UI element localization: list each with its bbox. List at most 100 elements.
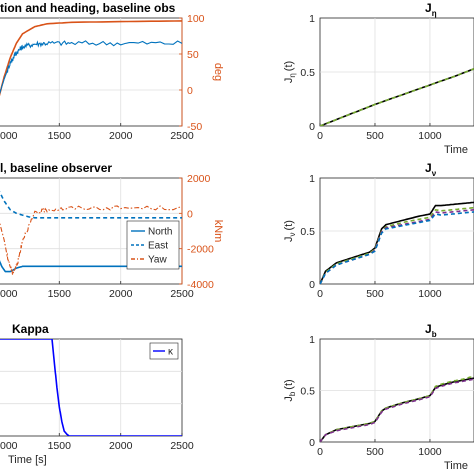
chart-title: Jb — [425, 322, 437, 339]
legend: κ — [149, 342, 179, 360]
series-line-1 — [0, 40, 182, 95]
series-line-1 — [320, 375, 474, 442]
chart-title-main: J — [425, 161, 432, 175]
x-axis-label: Time — [444, 460, 468, 472]
series-line-1 — [320, 68, 474, 126]
x-tick-label: 0 — [317, 288, 323, 300]
chart-title-subscript: η — [432, 9, 437, 18]
y-tick-label: 0.5 — [300, 67, 315, 79]
x-tick-label: 000 — [0, 288, 18, 300]
series-line-0 — [320, 201, 474, 284]
x-tick-label: 500 — [366, 288, 384, 300]
y-axis-label-main: J — [283, 236, 295, 242]
legend-label-north: North — [148, 227, 172, 238]
legend-label-kappa: κ — [168, 347, 174, 358]
series-line-2 — [320, 378, 474, 442]
y-tick-label: 0.5 — [300, 226, 315, 238]
x-tick-label: 1000 — [418, 446, 442, 458]
chart-title-main: J — [425, 322, 432, 336]
chart-title: Jν — [425, 161, 437, 178]
y-tick-label: 0 — [309, 121, 315, 133]
y-right-tick-label: 2000 — [187, 173, 211, 185]
y-axis-label-main: J — [283, 396, 295, 402]
chart-title: tion and heading, baseline obs — [0, 1, 176, 15]
chart-title: Kappa — [12, 322, 49, 336]
x-tick-label: 2000 — [109, 130, 133, 142]
x-tick-label: 2500 — [170, 440, 194, 452]
y-right-tick-label: -4000 — [187, 279, 214, 291]
chart-title-subscript: b — [432, 330, 437, 339]
x-tick-label: 2000 — [109, 440, 133, 452]
series-group — [320, 375, 474, 442]
series-group — [320, 68, 474, 126]
x-axis-label: Time [s] — [8, 454, 47, 466]
x-tick-label: 0 — [317, 446, 323, 458]
x-tick-label: 1500 — [48, 130, 72, 142]
series-group — [0, 20, 182, 97]
legend-box — [126, 220, 180, 270]
chart-title: l, baseline observer — [0, 161, 112, 175]
y-axis-label-subscript: b — [288, 391, 297, 396]
chart-position_heading: 000 1500 2000 2500 100 50 0 -50 deg tion and head… — [0, 1, 224, 142]
y-right-tick-label: 50 — [187, 49, 199, 61]
x-tick-label: 000 — [0, 130, 18, 142]
y-right-axis-label: deg — [212, 63, 224, 81]
series-line-3 — [320, 211, 474, 284]
y-right-tick-label: 100 — [187, 13, 205, 25]
x-tick-label: 1500 — [48, 288, 72, 300]
y-axis-label-tail: (t) — [283, 61, 295, 71]
chart-title-main: J — [425, 1, 432, 15]
series-group — [0, 339, 182, 436]
x-axis-label: Time — [444, 144, 468, 156]
y-axis-label: Jb (t) — [283, 379, 297, 401]
y-axis-label-tail: (t) — [283, 220, 295, 230]
x-tick-label: 0 — [317, 130, 323, 142]
series-line-2 — [320, 209, 474, 284]
series-line-0 — [0, 20, 182, 97]
y-axis-label-subscript: η — [288, 73, 297, 77]
y-right-axis-label: kNm — [212, 220, 224, 243]
series-line-yaw — [0, 205, 182, 277]
series-line-κ — [0, 339, 182, 436]
x-tick-label: 2500 — [170, 130, 194, 142]
legend: North East Yaw — [126, 220, 180, 270]
y-tick-label: 0 — [309, 279, 315, 291]
y-tick-label: 0 — [309, 437, 315, 449]
chart-baseline_observer: 000 1500 2000 2500 2000 0 -2000 -4000 kNm l, base… — [0, 161, 224, 300]
y-tick-label: 0.5 — [300, 386, 315, 398]
y-right-tick-label: 0 — [187, 85, 193, 97]
x-tick-label: 1500 — [48, 440, 72, 452]
series-group — [0, 190, 182, 277]
series-group — [320, 201, 474, 284]
x-tick-label: 500 — [366, 130, 384, 142]
y-tick-label: 1 — [309, 334, 315, 346]
y-axis-label-main: J — [283, 78, 295, 84]
y-axis-label: Jη (t) — [283, 61, 297, 83]
x-tick-label: 1000 — [418, 288, 442, 300]
y-axis-label: Jν (t) — [283, 220, 297, 242]
x-tick-label: 500 — [366, 446, 384, 458]
chart-kappa: 000 1500 2000 2500 Kappa Time [s] κ — [0, 322, 194, 466]
chart-title-subscript: ν — [432, 169, 437, 178]
y-right-tick-label: -2000 — [187, 244, 214, 256]
series-line-east — [0, 190, 182, 219]
x-tick-label: 2000 — [109, 288, 133, 300]
legend-label-yaw: Yaw — [148, 255, 167, 266]
y-tick-label: 1 — [309, 173, 315, 185]
y-right-tick-label: 0 — [187, 208, 193, 220]
x-tick-label: 000 — [0, 440, 18, 452]
y-right-tick-label: -50 — [187, 121, 202, 133]
chart-title: Jη — [425, 1, 437, 18]
y-axis-label-tail: (t) — [283, 379, 295, 389]
x-tick-label: 1000 — [418, 130, 442, 142]
series-line-1 — [320, 206, 474, 284]
series-line-north — [0, 260, 182, 273]
plot-area — [0, 17, 183, 127]
y-axis-label-subscript: ν — [288, 232, 297, 236]
x-tick-label: 2500 — [170, 288, 194, 300]
legend-label-east: East — [148, 241, 168, 252]
y-tick-label: 1 — [309, 13, 315, 25]
